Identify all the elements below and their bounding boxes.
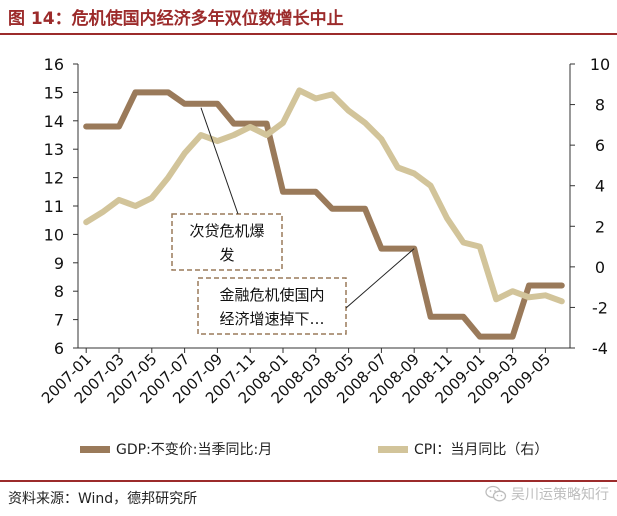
source-note: 资料来源：Wind，德邦研究所	[8, 491, 198, 507]
watermark: 吴川运策略知行	[485, 484, 609, 504]
title-bar: 图 14：危机使国内经济多年双位数增长中止	[0, 0, 617, 35]
annotation-box	[171, 213, 283, 271]
annotation-text: 次贷危机爆	[189, 222, 264, 240]
legend-swatch-cpi	[378, 445, 408, 453]
legend-swatch-gdp	[80, 445, 110, 453]
left-y-tick-label: 14	[44, 112, 64, 131]
legend: GDP:不变价:当季同比:月 CPI：当月同比（右）	[0, 436, 617, 462]
title-divider	[0, 33, 617, 35]
right-y-tick-label: 10	[590, 55, 610, 74]
right-y-tick-label: 6	[595, 136, 605, 155]
left-y-tick-label: 16	[44, 55, 64, 74]
left-y-tick-label: 11	[44, 197, 64, 216]
left-y-tick-label: 15	[44, 83, 64, 102]
right-y-tick-label: -2	[592, 298, 608, 317]
left-y-tick-label: 13	[44, 140, 64, 159]
annotation-text: 经济增速掉下…	[219, 310, 324, 328]
left-y-tick-label: 9	[54, 254, 64, 273]
annotation-text: 金融危机使国内	[219, 286, 324, 304]
cpi-series-line	[83, 87, 565, 305]
right-y-tick-label: 2	[595, 217, 605, 236]
watermark-text: 吴川运策略知行	[511, 487, 609, 503]
right-y-tick-label: -4	[592, 339, 608, 358]
wechat-icon	[485, 485, 507, 502]
annotation-text: 发	[219, 246, 234, 264]
legend-item-cpi: CPI：当月同比（右）	[378, 436, 548, 462]
gdp-series-line	[83, 89, 565, 340]
legend-item-gdp: GDP:不变价:当季同比:月	[80, 436, 272, 462]
line-chart: 678910111213141516-4-202468102007-012007…	[38, 55, 610, 407]
legend-label-gdp: GDP:不变价:当季同比:月	[116, 442, 273, 458]
chart-title: 图 14：危机使国内经济多年双位数增长中止	[8, 9, 344, 29]
annotation-pointer	[345, 248, 415, 309]
left-y-tick-label: 12	[44, 169, 64, 188]
left-y-tick-label: 10	[44, 225, 64, 244]
left-y-tick-label: 8	[54, 282, 64, 301]
right-y-tick-label: 4	[595, 177, 605, 196]
left-y-tick-label: 7	[54, 311, 64, 330]
footer-divider	[0, 480, 617, 482]
annotation-box	[197, 277, 347, 335]
right-y-tick-label: 8	[595, 96, 605, 115]
legend-label-cpi: CPI：当月同比（右）	[414, 442, 549, 458]
left-y-tick-label: 6	[54, 339, 64, 358]
annotation-pointer	[200, 107, 239, 215]
right-y-tick-label: 0	[595, 258, 605, 277]
